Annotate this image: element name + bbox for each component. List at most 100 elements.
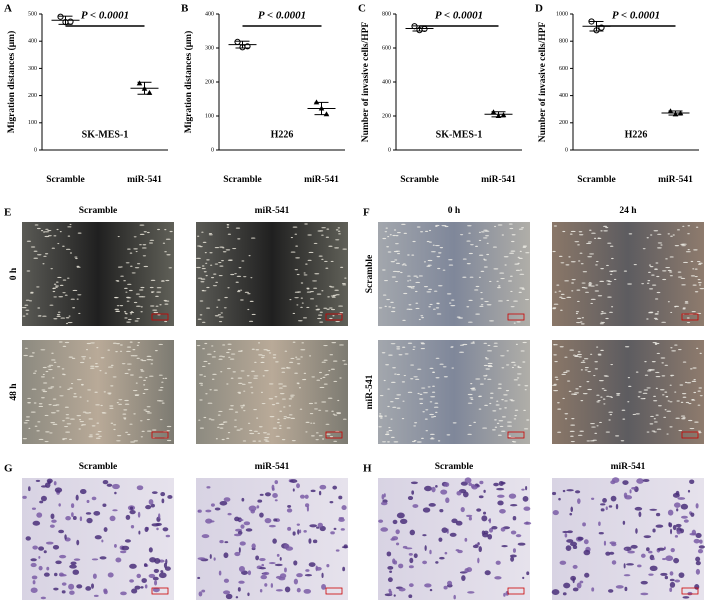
cell	[44, 231, 50, 233]
cell	[36, 227, 41, 230]
cell	[475, 285, 480, 288]
cell	[53, 361, 57, 363]
cell	[582, 393, 588, 395]
cell	[44, 440, 49, 443]
cell	[500, 481, 506, 485]
cell	[558, 255, 563, 258]
cell	[37, 307, 41, 309]
cell	[301, 342, 304, 344]
p-value: P < 0.0001	[258, 10, 306, 22]
cell	[390, 436, 395, 439]
cell	[646, 282, 650, 284]
cell	[584, 369, 588, 371]
cell	[134, 394, 139, 397]
cell	[400, 271, 403, 274]
cell	[166, 430, 170, 432]
cell	[55, 285, 59, 287]
cell	[670, 528, 673, 535]
column-label: miR-541	[255, 206, 290, 216]
cell	[623, 574, 631, 577]
cell	[575, 321, 581, 324]
cell	[569, 512, 573, 516]
cell	[655, 262, 659, 264]
cell	[85, 512, 92, 515]
cell	[483, 489, 486, 493]
cell	[623, 492, 628, 498]
cell	[60, 317, 66, 319]
cell	[669, 384, 672, 386]
cell	[657, 233, 662, 235]
cell	[227, 259, 233, 261]
cell	[420, 315, 424, 317]
cell	[380, 501, 388, 506]
cell	[435, 561, 439, 564]
cell	[393, 229, 397, 231]
cell	[201, 534, 210, 539]
cell	[140, 586, 144, 589]
cell	[468, 482, 472, 486]
cell	[95, 404, 100, 406]
cell	[404, 547, 413, 550]
cell	[321, 258, 324, 260]
cell	[247, 592, 250, 597]
cell	[53, 587, 59, 591]
cell	[689, 427, 695, 430]
cell	[226, 367, 231, 370]
cell	[482, 237, 488, 239]
cell	[378, 519, 384, 523]
cell	[293, 560, 298, 566]
cell	[207, 402, 213, 404]
cell	[44, 253, 49, 255]
cell	[643, 535, 652, 539]
cell	[393, 250, 399, 253]
data-point	[141, 85, 148, 91]
cell	[166, 254, 171, 256]
cell	[53, 283, 57, 285]
cell	[586, 242, 592, 245]
data-point	[67, 18, 74, 25]
cell	[695, 532, 702, 538]
cell	[648, 573, 654, 576]
cell	[386, 431, 390, 433]
cell	[53, 235, 57, 237]
cell	[62, 420, 65, 422]
cell	[655, 371, 660, 374]
y-axis-label: Number of invasive cells/HPF	[538, 22, 548, 143]
cell	[420, 343, 426, 345]
cell	[130, 313, 133, 315]
cell	[429, 433, 435, 435]
cell	[57, 242, 60, 245]
cell	[47, 387, 53, 389]
cell	[42, 231, 46, 233]
cell	[589, 253, 595, 255]
cell	[199, 314, 203, 316]
cell	[316, 293, 322, 295]
cell	[153, 568, 159, 574]
cell	[120, 591, 127, 596]
cell	[581, 317, 585, 319]
cell	[582, 360, 585, 362]
cell	[143, 265, 149, 268]
cell	[578, 260, 581, 262]
scale-bar	[151, 313, 169, 321]
cell	[329, 436, 334, 438]
cell	[29, 355, 34, 357]
cell	[288, 398, 293, 400]
column-label: Scramble	[79, 206, 118, 216]
cell	[271, 487, 275, 491]
cell	[577, 536, 584, 541]
cell	[291, 439, 296, 442]
cell	[555, 378, 559, 381]
cell	[129, 579, 134, 583]
row-label: 48 h	[9, 383, 19, 401]
cell	[680, 503, 689, 510]
cell	[79, 396, 82, 398]
cell	[453, 594, 456, 600]
cell	[501, 430, 506, 432]
cell	[234, 551, 241, 557]
cell	[250, 386, 254, 388]
cell	[53, 296, 57, 298]
cell	[63, 374, 66, 376]
cell	[472, 387, 476, 389]
cell	[588, 282, 592, 284]
